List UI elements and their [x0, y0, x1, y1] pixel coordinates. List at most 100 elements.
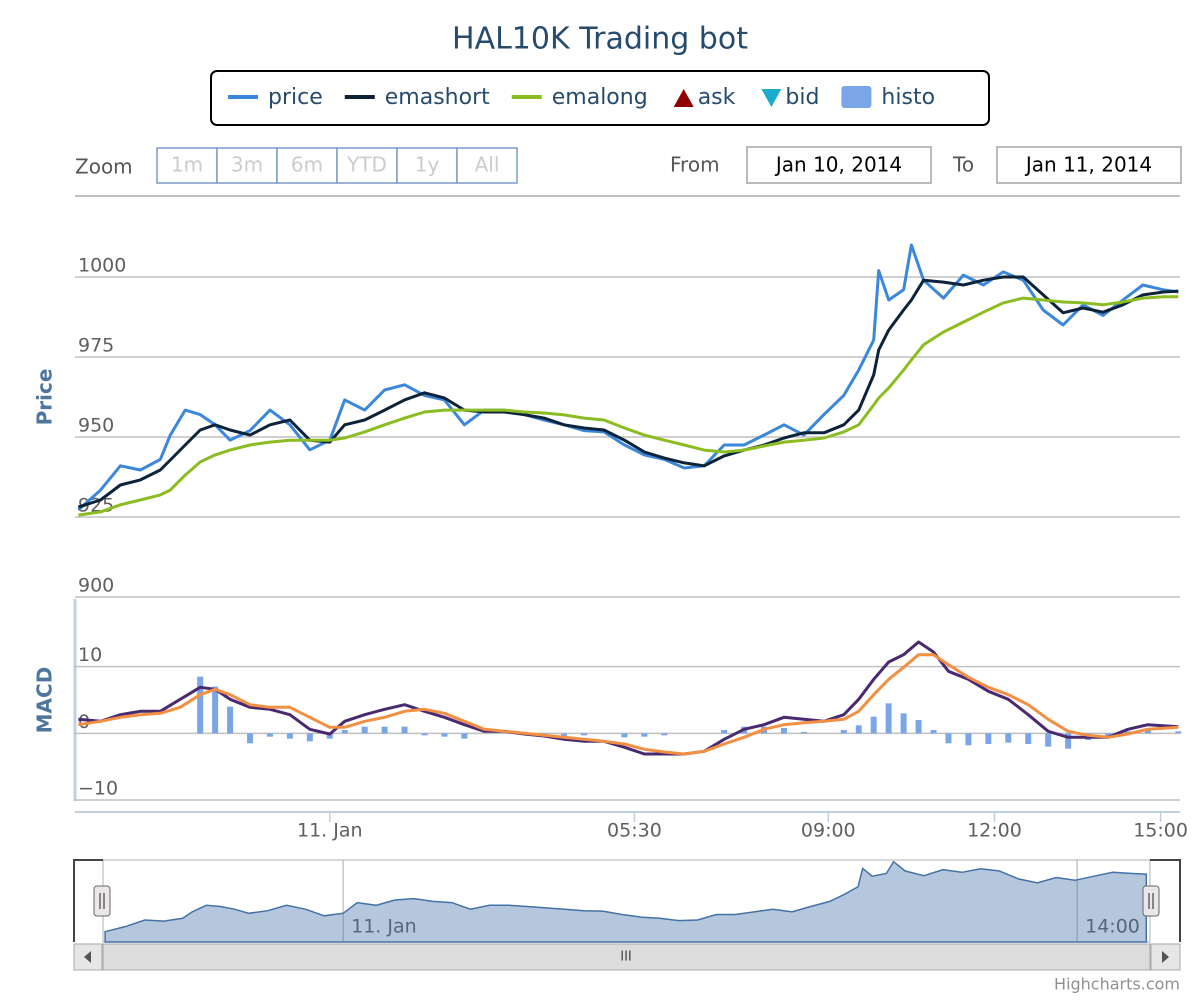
- to-value[interactable]: Jan 11, 2014: [1024, 153, 1152, 177]
- histo-bar: [306, 733, 313, 742]
- histo-bar: [421, 733, 428, 736]
- histo-bar: [247, 733, 254, 744]
- navigator-handle[interactable]: [1142, 885, 1160, 917]
- histo-bar: [985, 733, 992, 744]
- histo-bar: [965, 733, 972, 746]
- zoom-button[interactable]: [336, 147, 398, 184]
- legend-label[interactable]: bid: [785, 85, 819, 110]
- x-tick-label: 12:00: [967, 820, 1022, 842]
- legend-label[interactable]: emashort: [385, 85, 490, 110]
- y-tick-label: 1000: [78, 255, 126, 277]
- zoom-label: Zoom: [75, 155, 133, 179]
- histo-bar: [870, 716, 877, 734]
- series-line: [77, 243, 1179, 512]
- zoom-button-label[interactable]: 6m: [291, 153, 323, 177]
- scrollbar-grip: III: [620, 950, 632, 965]
- scrollbar-thumb[interactable]: [102, 943, 1151, 971]
- histo-bar: [930, 730, 937, 734]
- histo-bar: [840, 730, 847, 734]
- histo-bar: [661, 733, 668, 736]
- navigator-outline: [73, 859, 1181, 942]
- x-tick-label: 09:00: [801, 820, 856, 842]
- histo-bar: [855, 725, 862, 734]
- zoom-button-label[interactable]: 1m: [171, 153, 203, 177]
- histo-bar: [581, 733, 588, 736]
- to-input[interactable]: [996, 146, 1182, 184]
- histo-bar: [1005, 733, 1012, 743]
- navigator-tick-label: 11. Jan: [351, 916, 417, 938]
- histo-bar: [461, 733, 468, 739]
- legend-box: [210, 70, 990, 126]
- histo-bar: [561, 733, 568, 737]
- series-line: [77, 275, 1179, 509]
- legend-label[interactable]: ask: [698, 85, 736, 110]
- x-tick-label: 15:00: [1133, 820, 1188, 842]
- histo-bar: [212, 686, 219, 734]
- legend-label[interactable]: histo: [881, 85, 935, 110]
- zoom-button-label[interactable]: 1y: [415, 153, 440, 177]
- navigator: 11. Jan 14:00: [73, 859, 1181, 943]
- histo-bar: [900, 713, 907, 734]
- scroll-left-arrow: [84, 951, 91, 963]
- legend-symbol: [841, 86, 872, 108]
- histo-bar: [341, 730, 348, 734]
- zoom-button[interactable]: [456, 147, 518, 184]
- histo-bar: [286, 733, 293, 739]
- histo-bar: [1025, 733, 1032, 744]
- histo-bar: [361, 726, 368, 734]
- zoom-button-label[interactable]: 3m: [231, 153, 263, 177]
- navigator-tick-label: 14:00: [1085, 916, 1140, 938]
- histo-bar: [621, 733, 628, 738]
- histo-bar: [227, 706, 234, 734]
- histo-bar: [641, 733, 648, 737]
- from-value[interactable]: Jan 10, 2014: [774, 153, 902, 177]
- histo-bar: [266, 733, 273, 737]
- histo-bar: [1104, 733, 1111, 737]
- histo-bar: [885, 703, 892, 734]
- navigator-handle[interactable]: [93, 885, 111, 917]
- zoom-button[interactable]: [396, 147, 458, 184]
- navigator-handle-grip: [99, 893, 105, 909]
- histo-bar: [1144, 730, 1151, 734]
- histo-bar: [915, 720, 922, 734]
- histo-bar: [721, 730, 728, 734]
- zoom-button[interactable]: [276, 147, 338, 184]
- histo-bar: [381, 726, 388, 734]
- x-tick-label: 11. Jan: [297, 820, 363, 842]
- zoom-button[interactable]: [216, 147, 278, 184]
- y-tick-label: 900: [78, 575, 114, 597]
- legend-symbol: [761, 89, 782, 107]
- y-tick-label: 10: [78, 644, 102, 666]
- zoom-button-label[interactable]: YTD: [346, 153, 387, 177]
- legend-symbol: [673, 89, 694, 107]
- zoom-buttons: 1m 3m 6m YTD 1y All: [156, 147, 518, 184]
- histo-bar: [401, 726, 408, 734]
- y-tick-label: 950: [78, 415, 114, 437]
- scroll-left[interactable]: [73, 943, 103, 971]
- to-label: To: [952, 153, 974, 177]
- y-axis-title: MACD: [33, 667, 57, 734]
- histo-bar: [326, 733, 333, 739]
- histo-bar: [800, 732, 807, 734]
- y-tick-label: 975: [78, 335, 114, 357]
- from-input[interactable]: [746, 146, 932, 184]
- zoom-button-label[interactable]: All: [475, 153, 500, 177]
- zoom-button[interactable]: [156, 147, 218, 184]
- histo-bar: [1045, 733, 1052, 747]
- x-tick-label: 05:30: [607, 820, 662, 842]
- legend-label[interactable]: emalong: [552, 85, 648, 110]
- y-tick-label: 0: [78, 711, 90, 733]
- navigator-handle-grip: [1148, 893, 1154, 909]
- y-tick-label: −10: [78, 778, 118, 800]
- series-line: [78, 640, 1179, 756]
- legend-label[interactable]: price: [268, 85, 323, 110]
- legend: price emashort emalong ask bid histo: [228, 85, 935, 110]
- y-axis-title: Price: [33, 369, 57, 426]
- navigator-area: [104, 860, 1148, 943]
- credits[interactable]: Highcharts.com: [1054, 975, 1180, 994]
- histo-bar: [780, 728, 787, 734]
- histo-bar: [1065, 733, 1072, 749]
- series-line: [78, 653, 1179, 756]
